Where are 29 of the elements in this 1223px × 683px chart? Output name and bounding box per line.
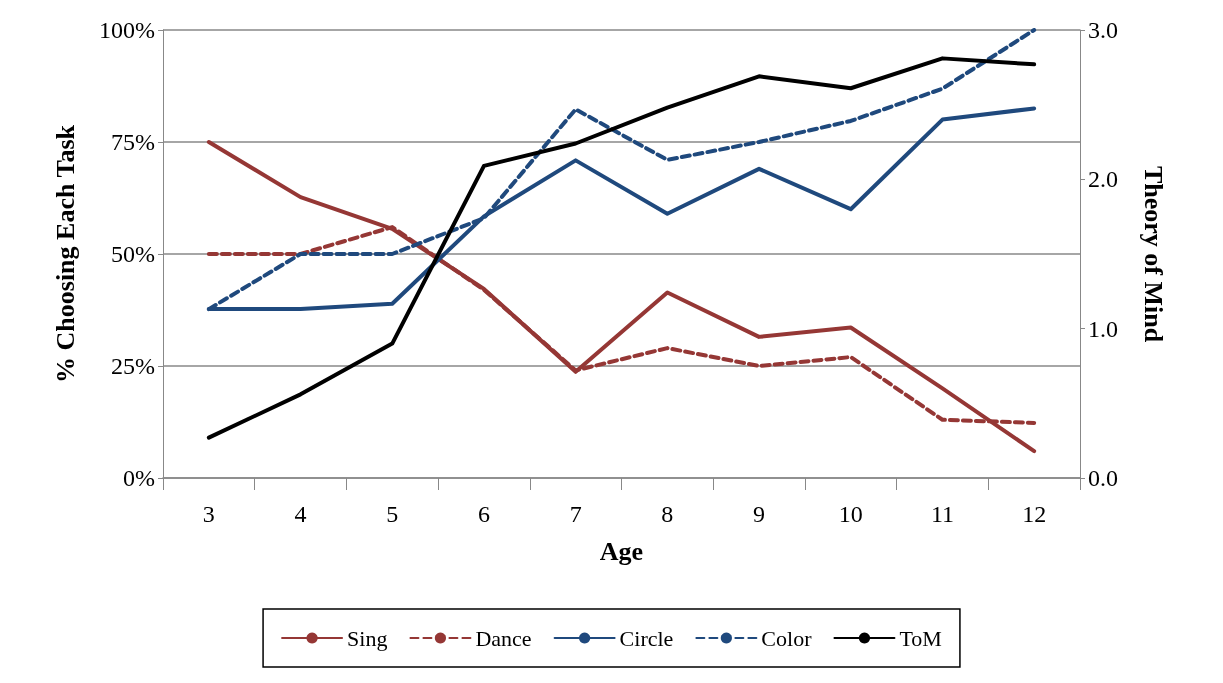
x-tick-label: 12 xyxy=(1022,501,1047,527)
y2-tick-label: 1.0 xyxy=(1088,315,1118,342)
y2-tick-label: 0.0 xyxy=(1088,465,1118,491)
legend-label: Dance xyxy=(475,625,532,651)
y2-axis-title: Theory of Mind xyxy=(1138,165,1168,343)
y-tick-label: 50% xyxy=(111,241,155,267)
x-axis-title: Age xyxy=(599,536,644,566)
x-tick-label: 3 xyxy=(202,501,215,527)
y-tick-label: 75% xyxy=(111,129,155,155)
x-tick-label: 5 xyxy=(386,501,399,527)
x-tick-label: 10 xyxy=(838,501,863,527)
legend-label: Circle xyxy=(619,625,674,651)
y-tick-label: 0% xyxy=(123,465,155,491)
line-series xyxy=(206,56,1037,440)
y2-tick-label: 3.0 xyxy=(1088,17,1118,43)
legend-label: Sing xyxy=(347,625,388,651)
line-series xyxy=(206,140,1037,454)
x-tick-label: 4 xyxy=(294,501,307,527)
x-tick-label: 8 xyxy=(661,501,674,527)
x-tick-label: 7 xyxy=(569,501,582,527)
y-tick-label: 25% xyxy=(111,353,155,379)
y2-tick-label: 2.0 xyxy=(1088,166,1118,193)
legend-label: ToM xyxy=(899,625,942,651)
y-tick-label: 100% xyxy=(99,17,155,43)
legend-label: Color xyxy=(761,625,813,651)
y-axis-title: % Choosing Each Task xyxy=(50,124,80,383)
x-tick-label: 11 xyxy=(930,501,954,527)
x-tick-label: 6 xyxy=(477,501,490,527)
x-tick-label: 9 xyxy=(753,501,766,527)
